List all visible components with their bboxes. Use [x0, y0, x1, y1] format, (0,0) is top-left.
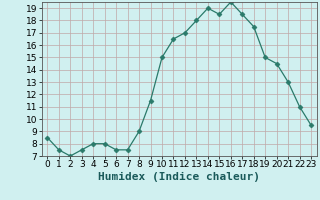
X-axis label: Humidex (Indice chaleur): Humidex (Indice chaleur) [98, 172, 260, 182]
